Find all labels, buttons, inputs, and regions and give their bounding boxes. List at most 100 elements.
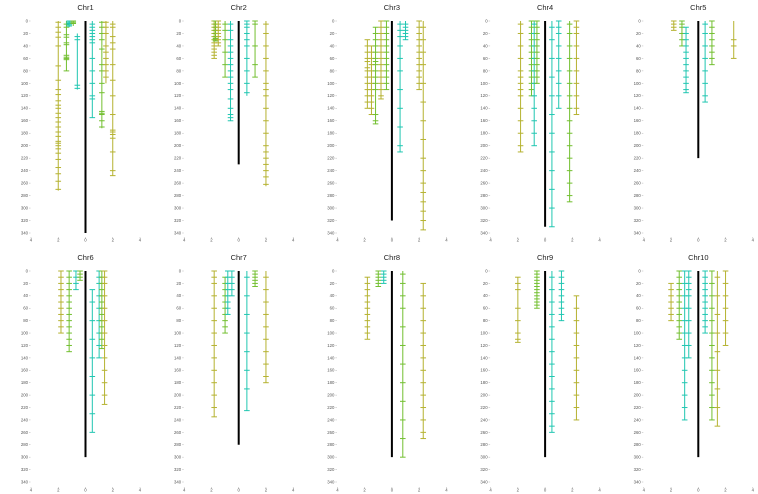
x-tick-label: 4: [445, 488, 448, 493]
x-tick-label: 2: [265, 488, 268, 493]
y-tick-label: 160: [21, 368, 29, 373]
y-tick-label: 20: [483, 31, 488, 36]
x-tick-label: 4: [643, 488, 646, 493]
y-tick-label: 280: [480, 193, 488, 198]
y-tick-label: 80: [483, 68, 488, 73]
y-tick-label: 200: [634, 143, 642, 148]
y-tick-label: 40: [330, 293, 335, 298]
y-tick-label: 140: [480, 355, 488, 360]
y-tick-label: 260: [480, 181, 488, 186]
y-tick-label: 140: [21, 355, 29, 360]
x-tick-label: 0: [238, 488, 241, 493]
y-tick-label: 120: [634, 343, 642, 348]
y-tick-label: 140: [480, 106, 488, 111]
x-tick-label: 4: [336, 488, 339, 493]
y-tick-label: 320: [480, 218, 488, 223]
chart-panel-chr7: Chr7020406080100120140160180200220240260…: [174, 253, 295, 493]
y-tick-label: 0: [26, 268, 29, 273]
y-tick-label: 260: [634, 181, 642, 186]
y-tick-label: 180: [634, 131, 642, 136]
y-tick-label: 180: [327, 380, 335, 385]
y-tick-label: 220: [21, 156, 29, 161]
y-tick-label: 320: [634, 218, 642, 223]
y-tick-label: 300: [174, 206, 182, 211]
x-tick-label: 2: [670, 488, 673, 493]
y-tick-label: 60: [176, 56, 181, 61]
y-tick-label: 20: [176, 31, 181, 36]
y-tick-label: 200: [480, 393, 488, 398]
y-tick-label: 260: [21, 430, 29, 435]
y-tick-label: 60: [483, 306, 488, 311]
x-tick-label: 4: [30, 238, 33, 243]
x-tick-label: 2: [517, 488, 520, 493]
x-tick-label: 4: [292, 488, 295, 493]
y-tick-label: 100: [634, 331, 642, 336]
y-tick-label: 60: [483, 56, 488, 61]
y-tick-label: 240: [634, 168, 642, 173]
y-tick-label: 40: [330, 43, 335, 48]
y-tick-label: 20: [23, 31, 28, 36]
y-tick-label: 300: [21, 455, 29, 460]
x-tick-label: 0: [238, 238, 241, 243]
y-tick-label: 300: [174, 455, 182, 460]
y-tick-label: 140: [174, 355, 182, 360]
y-tick-label: 340: [634, 230, 642, 235]
y-tick-label: 80: [330, 68, 335, 73]
y-tick-label: 0: [26, 18, 29, 23]
y-tick-label: 160: [480, 368, 488, 373]
y-tick-label: 160: [327, 368, 335, 373]
y-tick-label: 340: [174, 230, 182, 235]
y-tick-label: 40: [636, 43, 641, 48]
y-tick-label: 60: [636, 306, 641, 311]
y-tick-label: 180: [21, 380, 29, 385]
chart-panel-chr4: Chr4020406080100120140160180200220240260…: [480, 3, 601, 243]
x-tick-label: 4: [336, 238, 339, 243]
y-tick-label: 300: [634, 455, 642, 460]
y-tick-label: 280: [21, 442, 29, 447]
y-tick-label: 40: [23, 43, 28, 48]
y-tick-label: 220: [174, 156, 182, 161]
chart-panel-chr3: Chr3020406080100120140160180200220240260…: [327, 3, 448, 243]
panel-title: Chr9: [537, 253, 553, 262]
y-tick-label: 140: [174, 106, 182, 111]
y-tick-label: 300: [21, 206, 29, 211]
y-tick-label: 340: [480, 230, 488, 235]
y-tick-label: 200: [174, 393, 182, 398]
y-tick-label: 280: [327, 442, 335, 447]
y-tick-label: 260: [174, 430, 182, 435]
y-tick-label: 40: [636, 293, 641, 298]
y-tick-label: 240: [21, 417, 29, 422]
y-tick-label: 220: [634, 156, 642, 161]
y-tick-label: 140: [327, 106, 335, 111]
y-tick-label: 80: [23, 318, 28, 323]
y-tick-label: 20: [483, 281, 488, 286]
y-tick-label: 300: [634, 206, 642, 211]
y-tick-label: 80: [636, 318, 641, 323]
y-tick-label: 280: [480, 442, 488, 447]
y-tick-label: 340: [480, 479, 488, 484]
y-tick-label: 220: [174, 405, 182, 410]
x-tick-label: 4: [752, 488, 755, 493]
x-tick-label: 4: [139, 488, 142, 493]
panel-title: Chr4: [537, 3, 553, 12]
y-tick-label: 60: [23, 56, 28, 61]
y-tick-label: 220: [480, 405, 488, 410]
x-tick-label: 4: [445, 238, 448, 243]
y-tick-label: 100: [21, 331, 29, 336]
chart-panel-chr8: Chr8020406080100120140160180200220240260…: [327, 253, 448, 493]
x-tick-label: 4: [139, 238, 142, 243]
y-tick-label: 320: [21, 467, 29, 472]
panel-title: Chr5: [690, 3, 706, 12]
y-tick-label: 160: [174, 118, 182, 123]
y-tick-label: 160: [327, 118, 335, 123]
y-tick-label: 120: [174, 93, 182, 98]
y-tick-label: 120: [21, 93, 29, 98]
y-tick-label: 340: [327, 479, 335, 484]
y-tick-label: 100: [480, 81, 488, 86]
y-tick-label: 100: [480, 331, 488, 336]
chart-panel-chr10: Chr1002040608010012014016018020022024026…: [634, 253, 755, 493]
y-tick-label: 240: [480, 417, 488, 422]
y-tick-label: 0: [179, 18, 182, 23]
y-tick-label: 60: [330, 306, 335, 311]
